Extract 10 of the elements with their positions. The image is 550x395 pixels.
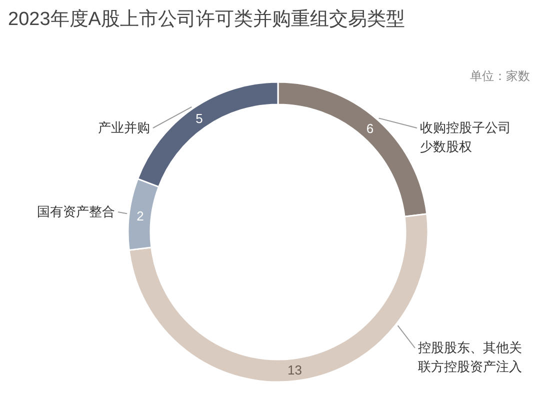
data-label: 2 — [136, 208, 144, 224]
slice-label: 产业并购 — [97, 119, 150, 137]
data-label: 6 — [366, 121, 374, 136]
chart-title: 2023年度A股上市公司许可类并购重组交易类型 — [8, 8, 405, 32]
slice-label: 国有资产整合 — [36, 203, 115, 221]
text: 单位：家数 — [470, 68, 530, 85]
data-label: 5 — [196, 110, 203, 126]
slice-label: 收购控股子公司少数股权 — [420, 119, 512, 156]
data-label: 13 — [287, 362, 302, 378]
slice-label: 控股股东、其他关联方控股资产注入 — [418, 339, 523, 376]
